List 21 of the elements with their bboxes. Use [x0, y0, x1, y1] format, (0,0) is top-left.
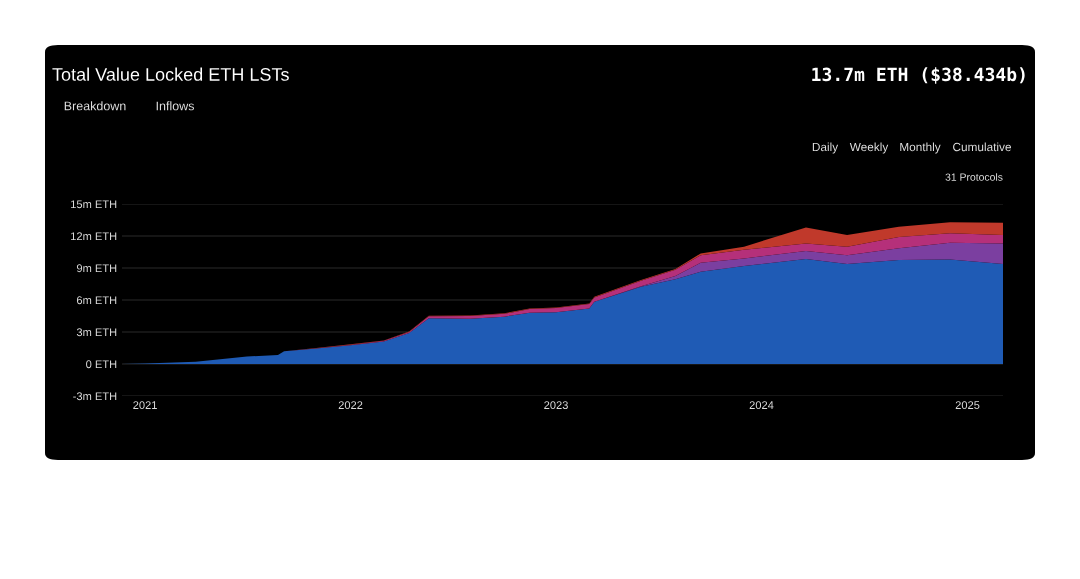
x-tick-label: 2022: [338, 401, 363, 410]
y-tick-label: -3m ETH: [73, 392, 117, 401]
x-tick-label: 2024: [749, 401, 774, 410]
y-tick-label: 6m ETH: [76, 296, 117, 305]
text: Weekly: [849, 142, 889, 154]
text: Cumulative: [953, 142, 1011, 152]
text: Breakdown: [64, 101, 126, 111]
x-tick-label: 2025: [955, 401, 980, 410]
x-tick-label: 2023: [544, 401, 568, 410]
y-tick-label: 15m ETH: [71, 200, 117, 209]
y-tick-label: 12m ETH: [71, 232, 117, 241]
chart-title: Total Value Locked ETH LSTs: [52, 67, 289, 81]
y-tick-label: 9m ETH: [76, 264, 117, 273]
text: 31 Protocols: [945, 173, 1003, 181]
text: Daily: [812, 142, 839, 154]
text: Monthly: [900, 142, 941, 154]
chart-subtitle: 13.7m ETH ($38.434b): [812, 67, 1025, 84]
x-tick-label: 2021: [133, 401, 157, 410]
y-tick-label: 3m ETH: [76, 328, 117, 337]
text: Inflows: [156, 101, 194, 111]
y-tick-label: 0 ETH: [86, 360, 117, 369]
